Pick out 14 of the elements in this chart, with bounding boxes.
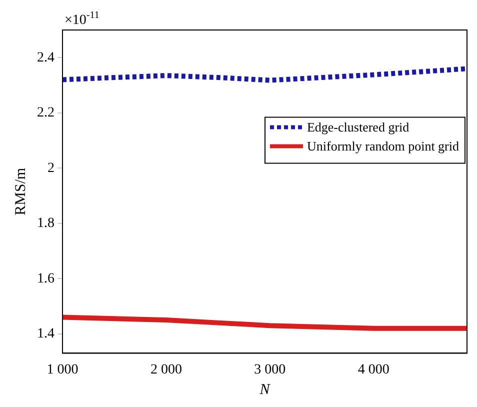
y-tick-label: 2.2 [37, 106, 54, 121]
y-tick-label: 1.6 [37, 271, 54, 286]
y-axis-title: RMS/m [12, 168, 29, 216]
y-tick-label: 1.4 [37, 326, 54, 342]
x-tick-label: 1 000 [46, 362, 78, 378]
x-tick-label: 4 000 [358, 362, 390, 378]
legend-label: Edge-clustered grid [306, 119, 410, 134]
x-tick-label: 3 000 [254, 362, 286, 378]
y-tick-label: 1.8 [37, 216, 54, 232]
y-tick-label: 2.4 [37, 50, 54, 66]
y-tick-label: 2 [48, 160, 54, 176]
x-tick-label: 2 000 [150, 362, 182, 378]
legend-label: Uniformly random point grid [306, 138, 460, 154]
x-axis-title: N [258, 382, 271, 398]
